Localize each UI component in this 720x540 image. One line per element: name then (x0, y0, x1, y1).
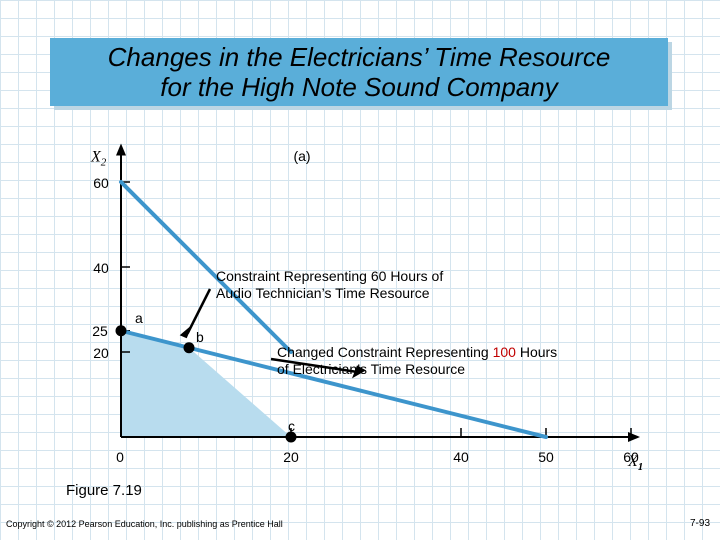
y-tick-label: 40 (93, 260, 109, 276)
y-tick-label: 25 (92, 323, 108, 339)
annotation-2-text: Changed Constraint Representing (277, 344, 493, 360)
page-number: 7-93 (689, 518, 710, 529)
corner-point-label-b: b (196, 329, 204, 345)
annotation-2-arrow-head (352, 365, 366, 379)
y-tick-label: 20 (93, 345, 109, 361)
x-axis-arrow (628, 432, 640, 442)
y-axis-label-sub: 2 (101, 157, 107, 169)
title-box: Changes in the Electricians’ Time Resour… (50, 38, 668, 106)
panel-label: (a) (293, 148, 310, 164)
annotation-1-line-2: Audio Technician’s Time Resource (216, 285, 430, 301)
x-tick-label: 40 (453, 449, 469, 465)
figure-label: Figure 7.19 (66, 482, 142, 499)
x-tick-label: 50 (538, 449, 554, 465)
annotation-2-line-2: of Electrician’s Time Resource (277, 361, 465, 377)
corner-point-a (115, 325, 127, 337)
corner-point-label-c: c (288, 418, 295, 434)
corner-point-c (285, 431, 297, 443)
copyright-text: Copyright © 2012 Pearson Education, Inc.… (6, 519, 283, 529)
y-axis-label: X2 (90, 149, 107, 169)
y-axis-arrow (116, 143, 126, 156)
corner-point-label-a: a (135, 310, 143, 326)
annotation-2-highlight: 100 (493, 344, 517, 360)
constraint-line-1 (119, 180, 293, 354)
y-tick-label: 60 (93, 175, 109, 191)
annotation-1-arrow-head (179, 324, 193, 339)
title-line-1: Changes in the Electricians’ Time Resour… (107, 42, 611, 72)
x-tick-label: 60 (623, 449, 639, 465)
x-axis-label-sub: 1 (638, 461, 644, 473)
annotation-2-line-1: Changed Constraint Representing 100 Hour… (277, 344, 557, 360)
feasible-region (121, 330, 291, 437)
x-tick-label: 0 (116, 449, 124, 465)
x-tick-label: 20 (283, 449, 299, 465)
annotation-2-text-end: Hours (516, 344, 557, 360)
title-line-2: for the High Note Sound Company (160, 72, 558, 102)
annotation-2-text: of Electrician’s Time Resource (277, 361, 465, 377)
annotation-2-arrow-line (270, 357, 361, 374)
corner-point-b (183, 342, 195, 354)
annotation-1-line-1: Constraint Representing 60 Hours of (216, 268, 443, 284)
x-axis-label: X1 (627, 453, 643, 473)
